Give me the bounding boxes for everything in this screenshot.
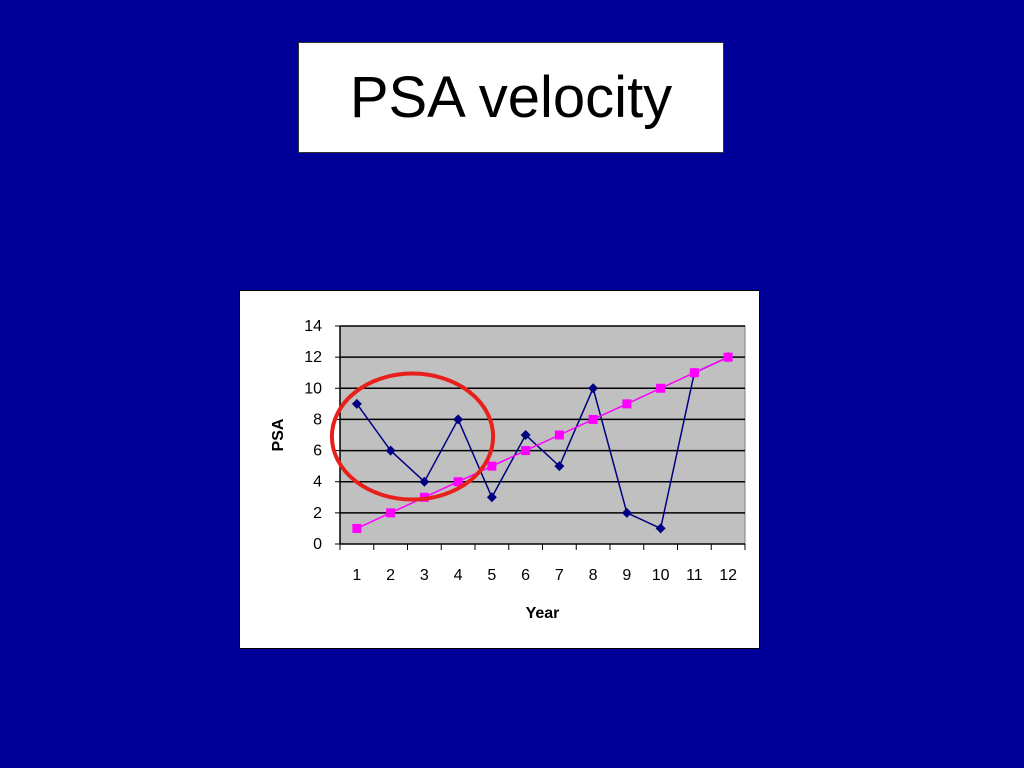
- series-line: [356, 356, 729, 530]
- y-tick-label: 10: [304, 380, 322, 397]
- x-tick-label: 8: [589, 567, 598, 584]
- data-point-diamond: [351, 398, 362, 409]
- x-tick-label: 5: [487, 567, 496, 584]
- data-point-square: [622, 399, 632, 409]
- data-point-diamond: [486, 492, 497, 503]
- x-tick-label: 10: [652, 567, 670, 584]
- y-tick-label: 4: [313, 474, 322, 491]
- highlight-circle: [329, 371, 496, 502]
- x-tick-label: 2: [386, 567, 395, 584]
- y-tick-label: 0: [313, 536, 322, 553]
- y-tick-label: 2: [313, 505, 322, 522]
- data-point-square: [656, 383, 666, 393]
- x-tick-label: 11: [686, 567, 703, 584]
- data-point-diamond: [419, 476, 430, 487]
- y-tick-label: 8: [313, 411, 322, 428]
- data-point-diamond: [621, 507, 632, 518]
- data-point-square: [723, 352, 733, 362]
- x-tick-label: 1: [352, 567, 361, 584]
- slide-title: PSA velocity: [349, 65, 673, 130]
- y-tick-label: 6: [313, 443, 322, 460]
- y-tick-label: 14: [304, 318, 322, 335]
- x-tick-label: 4: [454, 567, 463, 584]
- data-point-square: [554, 430, 564, 440]
- data-point-square: [588, 414, 598, 424]
- plot-area: [339, 325, 746, 545]
- x-tick-label: 6: [521, 567, 530, 584]
- slide-title-box: PSA velocity: [298, 42, 724, 153]
- x-tick-label: 12: [719, 567, 737, 584]
- data-point-square: [352, 523, 362, 533]
- y-tick-label: 12: [304, 349, 322, 366]
- x-tick-label: 7: [555, 567, 564, 584]
- y-axis-title: PSA: [270, 418, 287, 451]
- data-point-diamond: [588, 383, 599, 394]
- data-point-diamond: [385, 445, 396, 456]
- data-point-diamond: [520, 430, 531, 440]
- x-tick-label: 3: [420, 567, 429, 584]
- data-point-diamond: [655, 523, 666, 534]
- x-tick-label: 9: [622, 567, 631, 584]
- x-axis-title: Year: [526, 605, 560, 622]
- data-point-diamond: [453, 414, 464, 425]
- data-point-diamond: [554, 461, 565, 472]
- data-point-square: [453, 477, 463, 487]
- data-point-square: [521, 446, 531, 456]
- data-point-square: [689, 368, 699, 378]
- data-point-square: [487, 461, 497, 471]
- data-point-square: [386, 508, 396, 518]
- chart-container: 0 2 4 6 8 10 12 14 1 2 3 4 5 6 7 8 9 10 11 12 Year PSA: [239, 290, 760, 649]
